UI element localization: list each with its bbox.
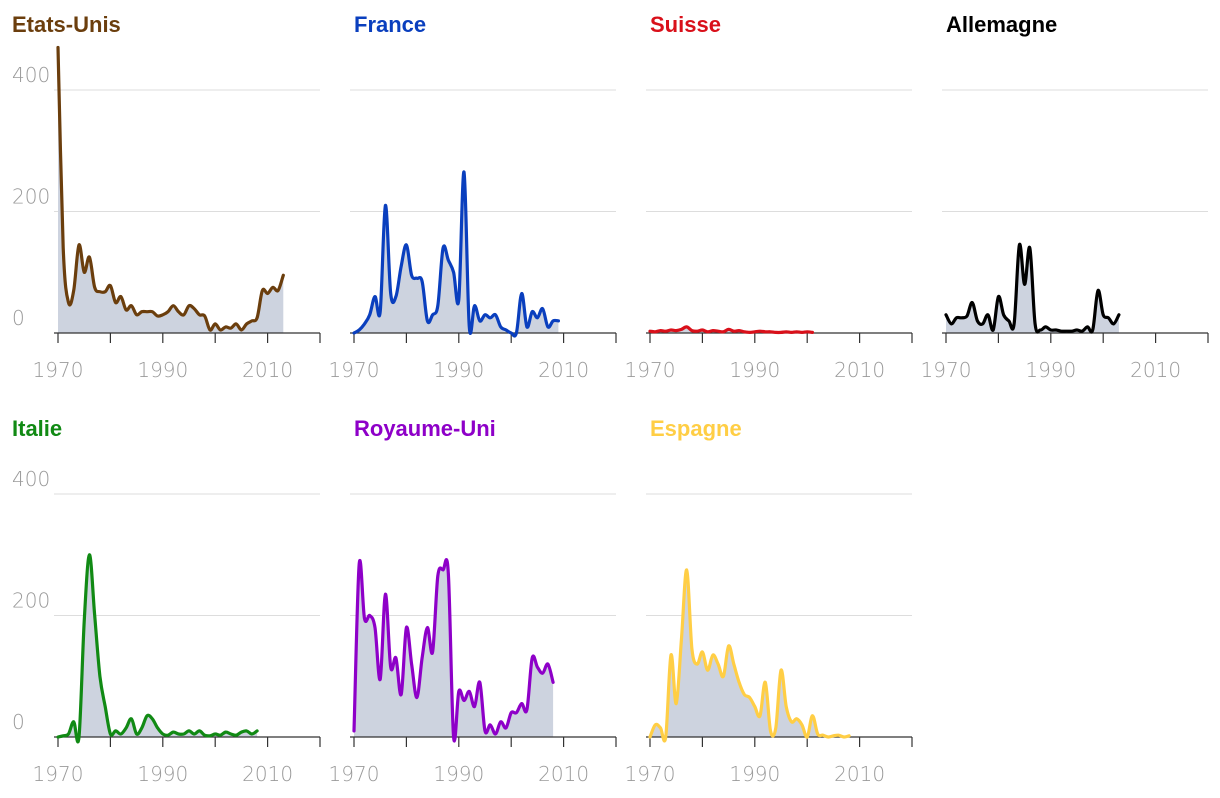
y-tick-label: 400 bbox=[12, 63, 50, 87]
x-tick-label: 1970 bbox=[33, 358, 84, 382]
x-tick-label: 2010 bbox=[1130, 358, 1181, 382]
panel-suisse: Suisse 1970 1990 2010 bbox=[625, 12, 913, 382]
y-tick-label: 200 bbox=[12, 185, 50, 209]
panel-france: France 1970 1990 2010 bbox=[329, 12, 617, 382]
series-line bbox=[352, 558, 555, 743]
series-line bbox=[648, 325, 814, 335]
x-tick-label: 1970 bbox=[33, 762, 84, 786]
series-line bbox=[648, 568, 851, 743]
panel-title: Espagne bbox=[650, 416, 742, 441]
x-tick-label: 1990 bbox=[137, 762, 188, 786]
panel-allemagne: Allemagne 1970 1990 2010 bbox=[921, 12, 1209, 382]
series-line bbox=[944, 243, 1121, 334]
panel-title: Etats-Unis bbox=[12, 12, 121, 37]
x-tick-label: 1990 bbox=[729, 358, 780, 382]
y-tick-label: 0 bbox=[12, 710, 25, 734]
x-tick-label: 1990 bbox=[433, 762, 484, 786]
y-tick-label: 0 bbox=[12, 306, 25, 330]
x-tick-label: 2010 bbox=[242, 358, 293, 382]
series-area bbox=[650, 569, 850, 741]
x-tick-label: 1990 bbox=[729, 762, 780, 786]
x-tick-label: 1990 bbox=[137, 358, 188, 382]
x-tick-label: 1970 bbox=[329, 762, 380, 786]
panel-italie: Italie 0 200 400 1970 1990 2010 bbox=[12, 416, 321, 786]
x-tick-label: 1970 bbox=[625, 358, 676, 382]
x-tick-label: 2010 bbox=[538, 358, 589, 382]
x-tick-label: 1990 bbox=[1025, 358, 1076, 382]
panel-title: Suisse bbox=[650, 12, 721, 37]
panel-etats-unis: Etats-Unis 0 200 400 1970 1990 2010 bbox=[12, 12, 321, 382]
series-area bbox=[354, 171, 559, 337]
y-tick-label: 200 bbox=[12, 589, 50, 613]
x-tick-label: 1970 bbox=[625, 762, 676, 786]
x-tick-label: 1990 bbox=[433, 358, 484, 382]
series-line bbox=[352, 170, 560, 338]
series-line bbox=[56, 553, 259, 744]
y-tick-label: 400 bbox=[12, 467, 50, 491]
x-tick-label: 1970 bbox=[921, 358, 972, 382]
x-tick-label: 2010 bbox=[538, 762, 589, 786]
series-line bbox=[56, 45, 285, 332]
series-area bbox=[354, 559, 554, 741]
panel-title: Italie bbox=[12, 416, 62, 441]
panel-title: Allemagne bbox=[946, 12, 1057, 37]
panel-espagne: Espagne 1970 1990 2010 bbox=[625, 416, 913, 786]
x-tick-label: 2010 bbox=[242, 762, 293, 786]
panel-royaume-uni: Royaume-Uni 1970 1990 2010 bbox=[329, 416, 617, 786]
x-tick-label: 2010 bbox=[834, 762, 885, 786]
x-tick-label: 1970 bbox=[329, 358, 380, 382]
panel-title: Royaume-Uni bbox=[354, 416, 496, 441]
panel-title: France bbox=[354, 12, 426, 37]
x-tick-label: 2010 bbox=[834, 358, 885, 382]
